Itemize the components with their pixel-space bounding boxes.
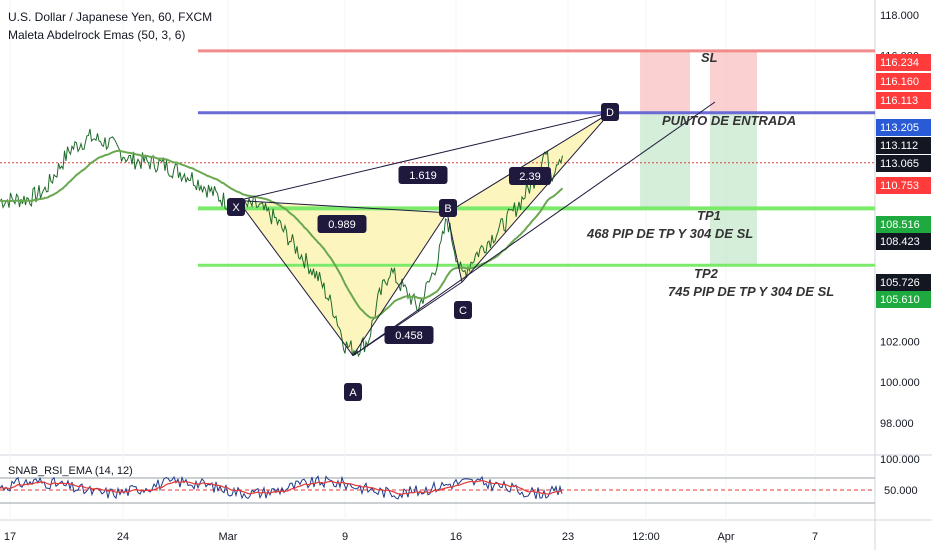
x-tick-label: 24 [117,531,129,543]
ratio-label-ac: 0.458 [395,330,423,342]
tp-box-1 [640,112,690,209]
ratio-label-bd: 2.39 [519,171,540,183]
rsi-tick-label: 100.000 [880,454,920,466]
price-tag-box [876,54,931,71]
price-tag: 116.160 [880,76,919,88]
price-tag: 108.423 [880,236,920,248]
x-tick-label: 12:00 [632,531,660,543]
sl-box-2 [710,50,757,113]
x-tick-label: Mar [219,531,238,543]
price-tag: 116.113 [880,95,918,107]
point-label-x-box [227,198,245,216]
price-tag: 105.726 [880,277,920,289]
price-tag-box [876,92,931,109]
entry-annotation: PUNTO DE ENTRADA [662,113,796,128]
point-label-a: A [349,387,357,399]
ratio-label-bd-box [509,167,551,185]
y-tick-label: 102.000 [880,336,920,348]
tp1-note: 468 PIP DE TP Y 304 DE SL [586,226,753,241]
price-tag-box [876,216,931,233]
y-tick-label: 118.000 [880,10,919,22]
price-tag: 108.516 [880,219,920,231]
ratio-label-xd: 1.619 [409,170,437,182]
x-tick-label: 23 [562,531,574,543]
price-tag-box [876,155,931,172]
sl-box-1 [640,50,690,113]
x-tick-label: Apr [717,531,734,543]
price-tag: 113.112 [880,140,918,152]
point-label-x: X [232,202,240,214]
x-tick-label: 7 [812,531,818,543]
pattern-triangle-bcd [447,112,610,283]
indicator-label: Maleta Abdelrock Emas (50, 3, 6) [8,28,186,42]
leg-xb [237,200,448,214]
point-label-b-box [439,199,457,217]
price-tag: 113.065 [880,158,919,170]
ratio-label-xb: 0.989 [328,219,356,231]
tp2-annotation: TP2 [694,266,719,281]
x-tick-label: 17 [4,531,16,543]
price-tag-box [876,274,931,291]
price-tag-box [876,137,931,154]
point-label-d-box [601,103,619,121]
ema-series [0,149,564,319]
point-label-a-box [344,383,362,401]
price-tag-box [876,233,931,250]
price-tag: 116.234 [880,57,919,69]
tp1-annotation: TP1 [697,208,721,223]
price-tag-box [876,73,931,90]
leg-bc [446,212,463,283]
price-tag: 105.610 [880,294,920,306]
leg-xd [237,112,611,202]
price-tag: 113.205 [880,122,919,134]
tp2-note: 745 PIP DE TP Y 304 DE SL [668,284,834,299]
tp-box-2 [710,112,757,266]
rsi-label: SNAB_RSI_EMA (14, 12) [8,465,133,477]
price-tag-box [876,291,931,308]
leg-bd [446,112,611,214]
point-label-b: B [444,203,451,215]
channel-line [352,101,716,356]
rsi-tick-label: 50.000 [884,485,918,497]
y-tick-label: 98.000 [880,418,914,430]
x-tick-label: 9 [342,531,348,543]
chart-title: U.S. Dollar / Japanese Yen, 60, FXCM [8,10,213,24]
leg-xa [237,200,354,356]
leg-ab [352,212,448,356]
sl-annotation: SL [701,50,718,65]
point-label-d: D [606,107,614,119]
point-label-c: C [459,305,467,317]
ratio-label-xd-box [398,166,448,184]
price-tag-box [876,119,931,136]
point-label-c-box [454,301,472,319]
x-tick-label: 16 [450,531,462,543]
price-tag: 110.753 [880,180,919,192]
ratio-label-ac-box [384,326,434,344]
leg-cd [461,112,611,283]
ratio-label-xb-box [317,215,367,233]
price-tag-box [876,177,931,194]
y-tick-label: 100.000 [880,377,920,389]
rsi-ema-series [0,479,563,496]
